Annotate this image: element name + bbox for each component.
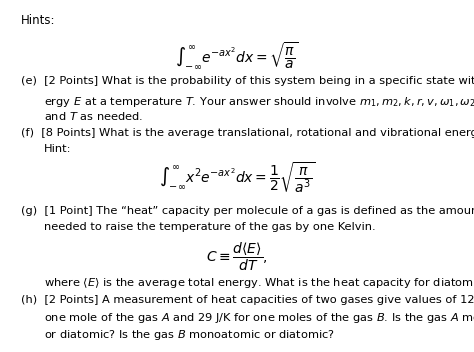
Text: (g)  [1 Point] The “heat” capacity per molecule of a gas is defined as the amoun: (g) [1 Point] The “heat” capacity per mo… <box>21 206 474 216</box>
Text: needed to raise the temperature of the gas by one Kelvin.: needed to raise the temperature of the g… <box>44 222 376 232</box>
Text: ergy $E$ at a temperature $T$. Your answer should involve $m_1, m_2, k, r, v, \o: ergy $E$ at a temperature $T$. Your answ… <box>44 93 474 111</box>
Text: or diatomic? Is the gas $B$ monoatomic or diatomic?: or diatomic? Is the gas $B$ monoatomic o… <box>44 328 335 342</box>
Text: (h)  [2 Points] A measurement of heat capacities of two gases give values of 12.: (h) [2 Points] A measurement of heat cap… <box>21 295 474 304</box>
Text: $\int_{-\infty}^{\infty} e^{-ax^2}dx = \sqrt{\dfrac{\pi}{a}}$: $\int_{-\infty}^{\infty} e^{-ax^2}dx = \… <box>175 40 299 71</box>
Text: and $T$ as needed.: and $T$ as needed. <box>44 110 143 122</box>
Text: (f)  [8 Points] What is the average translational, rotational and vibrational en: (f) [8 Points] What is the average trans… <box>21 128 474 138</box>
Text: $\int_{-\infty}^{\infty} x^2 e^{-ax^2}dx = \dfrac{1}{2}\sqrt{\dfrac{\pi}{a^3}}$: $\int_{-\infty}^{\infty} x^2 e^{-ax^2}dx… <box>159 160 315 195</box>
Text: $C \equiv \dfrac{d\langle E\rangle}{dT},$: $C \equiv \dfrac{d\langle E\rangle}{dT},… <box>206 241 268 274</box>
Text: Hints:: Hints: <box>21 14 56 27</box>
Text: (e)  [2 Points] What is the probability of this system being in a specific state: (e) [2 Points] What is the probability o… <box>21 76 474 86</box>
Text: where $\langle E\rangle$ is the average total energy. What is the heat capacity : where $\langle E\rangle$ is the average … <box>44 276 474 290</box>
Text: one mole of the gas $A$ and 29 J/K for one moles of the gas $B$. Is the gas $A$ : one mole of the gas $A$ and 29 J/K for o… <box>44 311 474 325</box>
Text: Hint:: Hint: <box>44 144 72 154</box>
